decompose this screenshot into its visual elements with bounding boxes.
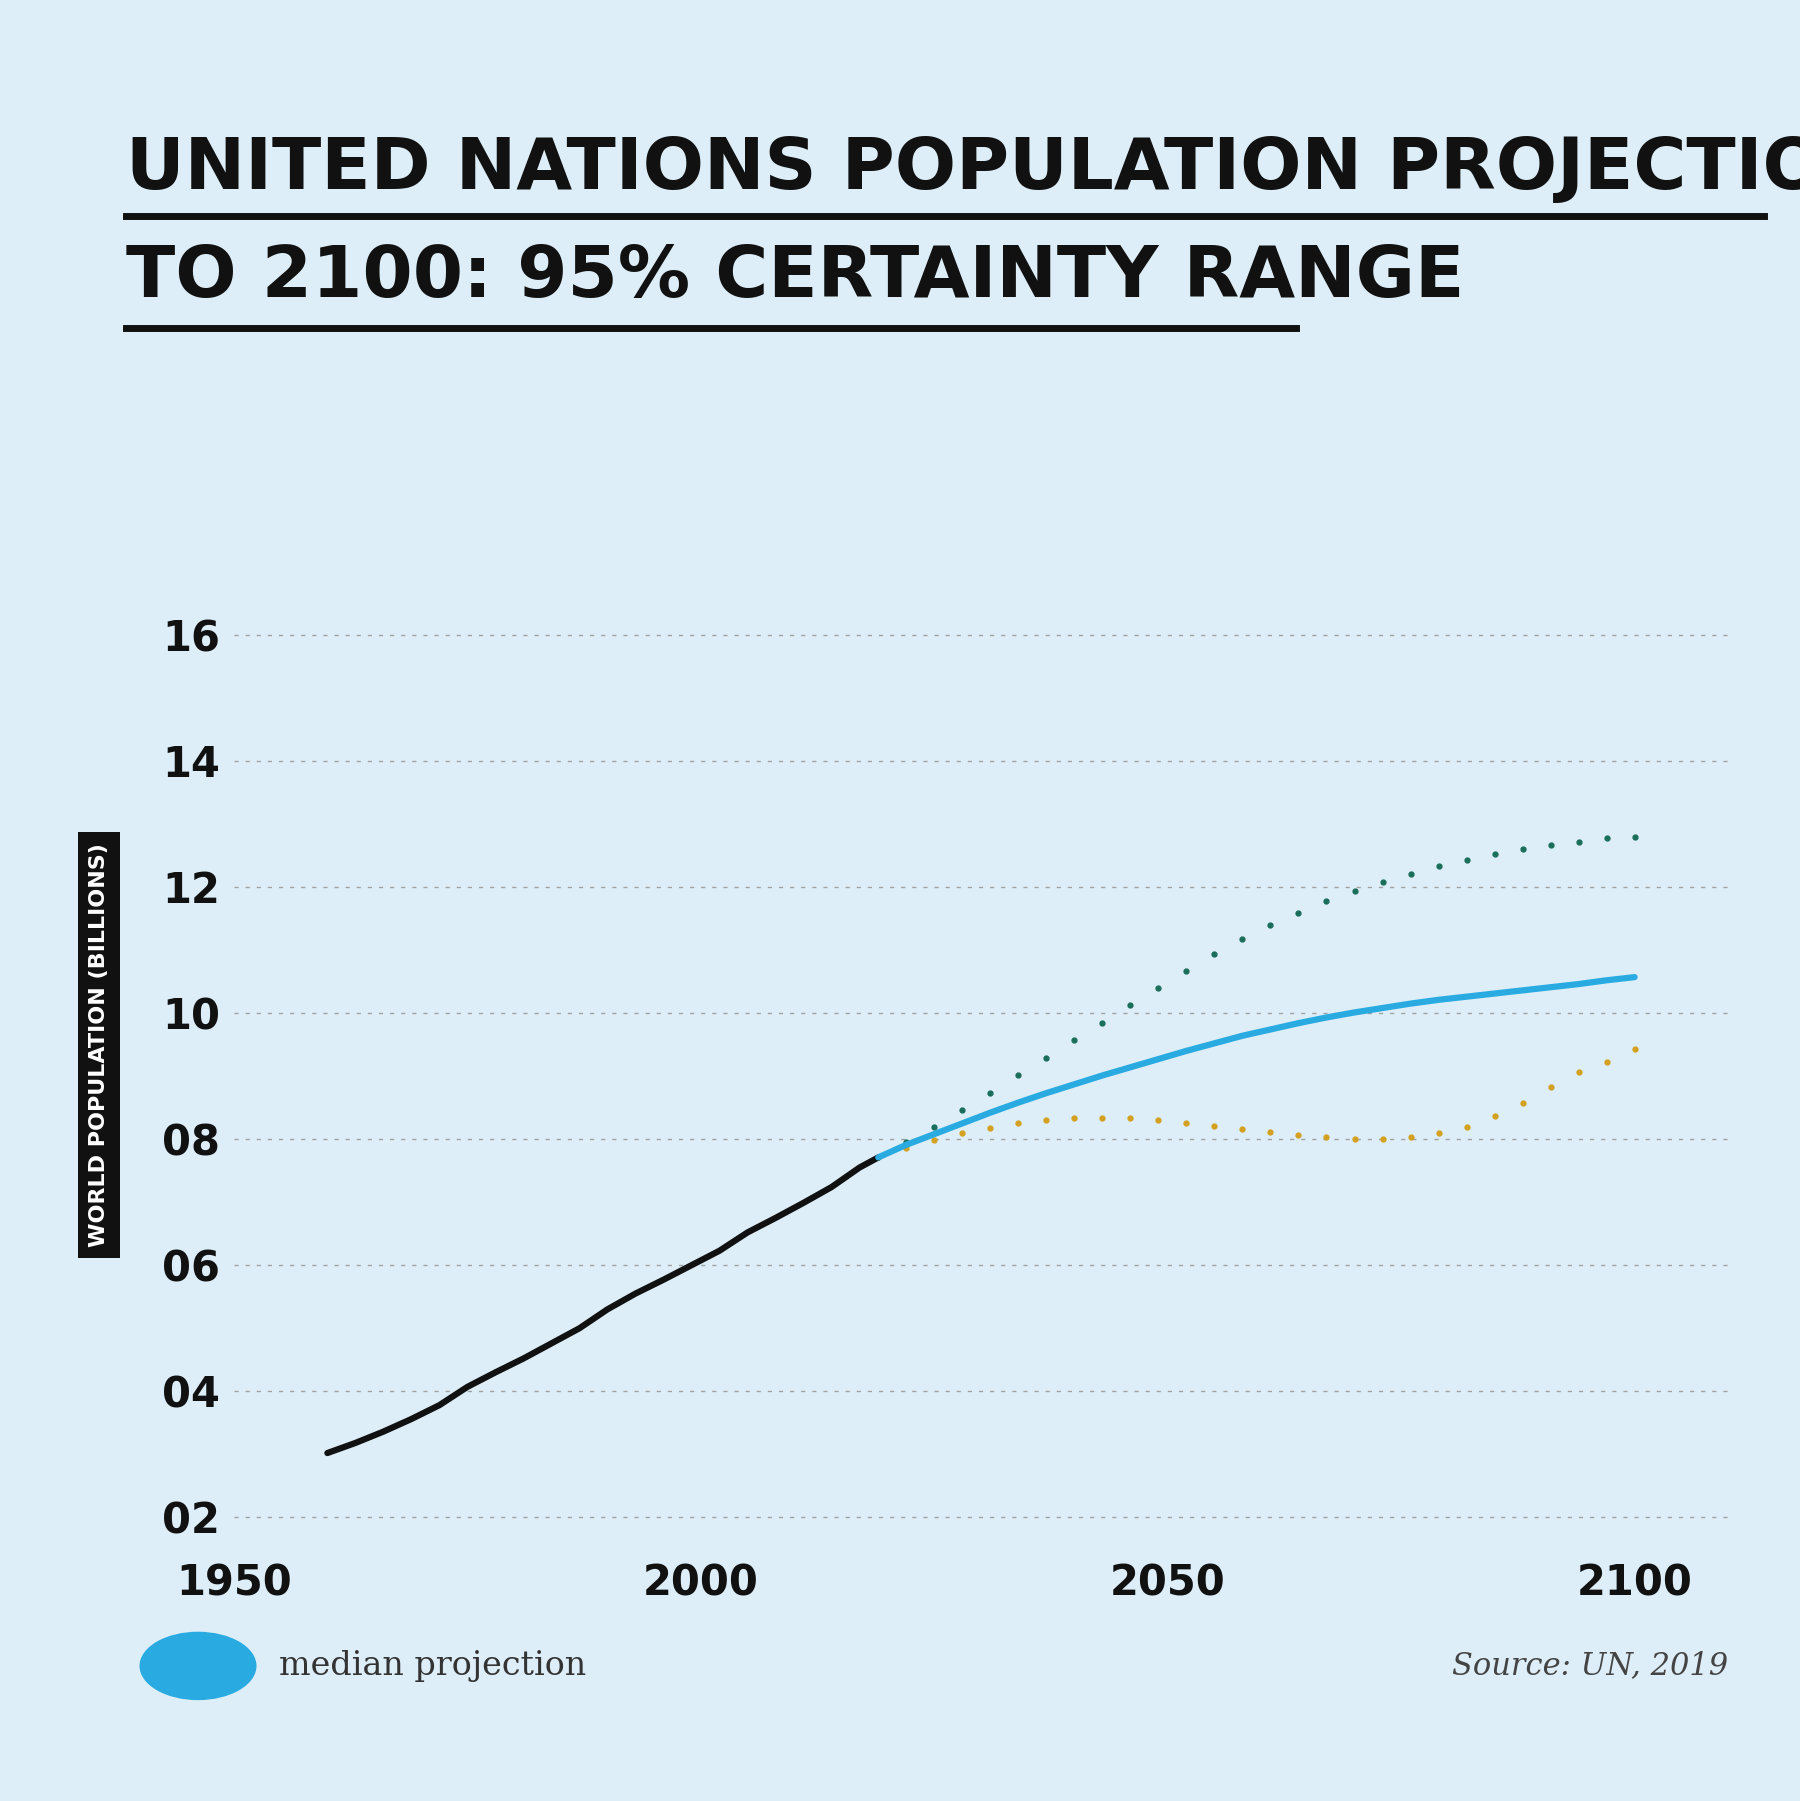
Text: WORLD POPULATION (BILLIONS): WORLD POPULATION (BILLIONS) xyxy=(88,843,110,1246)
Text: UNITED NATIONS POPULATION PROJECTIONS: UNITED NATIONS POPULATION PROJECTIONS xyxy=(126,135,1800,204)
Text: TO 2100: 95% CERTAINTY RANGE: TO 2100: 95% CERTAINTY RANGE xyxy=(126,243,1465,312)
Text: Source: UN, 2019: Source: UN, 2019 xyxy=(1453,1650,1728,1682)
Text: median projection: median projection xyxy=(279,1650,587,1682)
